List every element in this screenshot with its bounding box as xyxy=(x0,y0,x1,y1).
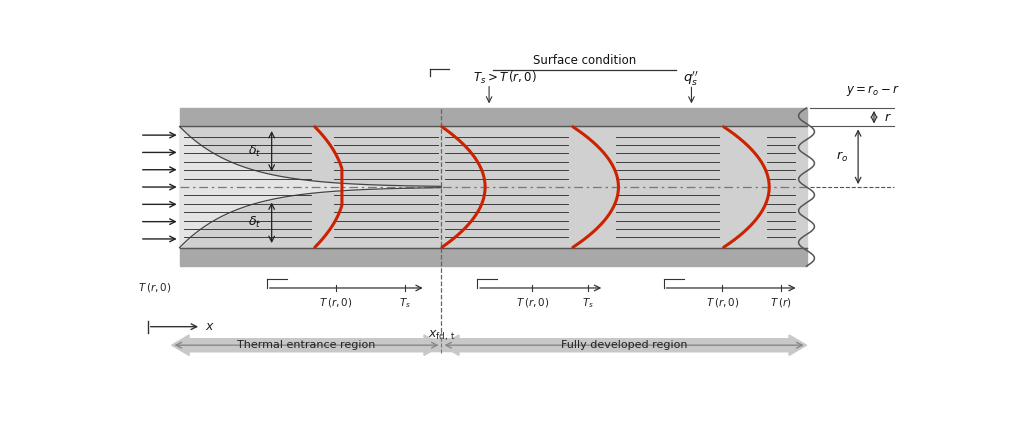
Text: $r_o$: $r_o$ xyxy=(837,150,849,164)
Text: Thermal entrance region: Thermal entrance region xyxy=(238,340,376,350)
Text: $T\,(r,0)$: $T\,(r,0)$ xyxy=(706,296,739,309)
Text: $T\,(r,0)$: $T\,(r,0)$ xyxy=(516,296,549,309)
FancyArrow shape xyxy=(189,335,441,355)
Text: $x_{\rm fd,\,t}$: $x_{\rm fd,\,t}$ xyxy=(428,328,456,343)
Text: Surface condition: Surface condition xyxy=(532,54,636,67)
Text: $T_s$: $T_s$ xyxy=(399,296,411,310)
Text: $y = r_o - r$: $y = r_o - r$ xyxy=(846,83,900,98)
FancyArrow shape xyxy=(441,335,790,355)
Text: $T\,(r,0)$: $T\,(r,0)$ xyxy=(319,296,352,309)
Text: $q_s''$: $q_s''$ xyxy=(683,69,699,87)
Text: $r$: $r$ xyxy=(885,111,892,124)
Text: $\delta_t$: $\delta_t$ xyxy=(248,215,261,230)
Bar xyxy=(179,126,807,248)
Bar xyxy=(179,108,807,126)
Text: $T\,(r)$: $T\,(r)$ xyxy=(770,296,792,309)
Text: $T_s > T\,(r,0)$: $T_s > T\,(r,0)$ xyxy=(473,69,537,86)
FancyArrow shape xyxy=(441,335,807,355)
Text: Fully developed region: Fully developed region xyxy=(561,340,687,350)
FancyArrow shape xyxy=(172,335,441,355)
Text: $T\,(r,0)$: $T\,(r,0)$ xyxy=(138,281,172,295)
Bar xyxy=(179,248,807,266)
Text: $\delta_t$: $\delta_t$ xyxy=(248,144,261,159)
Text: $T_s$: $T_s$ xyxy=(582,296,594,310)
Text: $x$: $x$ xyxy=(205,320,215,333)
